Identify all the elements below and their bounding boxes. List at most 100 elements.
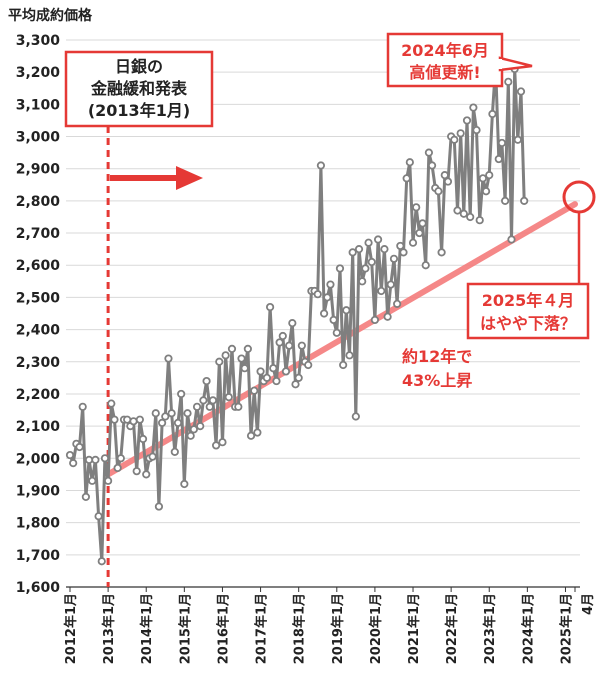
x-tick-label: 2013年1月 [101, 593, 117, 664]
data-point [348, 248, 357, 257]
x-tick-label: 2014年1月 [139, 593, 155, 664]
data-point [262, 373, 272, 382]
y-tick-label: 3,300 [16, 33, 61, 49]
growth-annotation-line1: 約12年で [402, 347, 472, 366]
data-point [167, 409, 176, 418]
data-point [161, 412, 170, 421]
x-tick-label: 2021年1月 [406, 593, 422, 664]
data-point [313, 290, 322, 299]
drop-callout-line1: 2025年４月 [482, 291, 575, 310]
x-tick-label: 2015年1月 [177, 593, 193, 664]
right-arrow [110, 166, 203, 190]
data-point [494, 154, 503, 164]
data-point [339, 360, 348, 370]
data-point [291, 380, 300, 389]
data-point [132, 467, 141, 476]
drop-highlight [562, 180, 596, 284]
data-point [199, 396, 208, 405]
data-point [434, 187, 443, 196]
data-point [329, 315, 338, 325]
data-point [358, 277, 367, 286]
y-tick-label: 1,600 [16, 580, 61, 596]
data-point [218, 438, 227, 447]
data-point [256, 367, 265, 376]
y-tick-label: 2,000 [16, 451, 61, 467]
data-point [462, 116, 472, 125]
data-point [323, 293, 332, 302]
data-point [84, 455, 94, 465]
data-point [364, 238, 373, 247]
x-tick-label: 2020年1月 [368, 593, 384, 664]
data-point [243, 344, 252, 353]
peak-callout: 2024年6月 高値更新! [386, 32, 533, 88]
data-point [507, 235, 516, 244]
data-point [297, 341, 306, 350]
data-point [135, 415, 144, 424]
data-point [466, 212, 475, 222]
data-point [380, 245, 389, 254]
data-point [192, 402, 202, 411]
data-point [475, 216, 484, 225]
data-point [227, 344, 237, 353]
data-point [186, 431, 195, 440]
data-point [94, 512, 103, 521]
y-axis: 1,600 1,700 1,800 1,900 2,000 2,100 2,200 2,300… [16, 33, 61, 596]
data-point [240, 364, 249, 373]
data-point [75, 442, 84, 452]
data-point [437, 248, 446, 257]
data-point [113, 463, 122, 473]
data-point [396, 241, 405, 251]
x-tick-label: 2024年1月 [520, 593, 536, 664]
data-point [250, 386, 259, 395]
x-tick-label: 2017年1月 [254, 593, 270, 664]
data-point [488, 109, 497, 119]
data-point [100, 454, 110, 463]
data-point [177, 389, 186, 399]
data-point [304, 360, 313, 370]
data-point [332, 328, 341, 337]
boj-callout-line1: 日銀の [115, 57, 163, 76]
data-point [421, 261, 430, 270]
data-point [383, 312, 392, 321]
data-point [148, 452, 157, 461]
data-point [221, 351, 230, 360]
data-point [405, 158, 414, 167]
data-point [253, 428, 262, 437]
data-point [129, 417, 138, 426]
data-point [440, 171, 449, 180]
data-point [370, 315, 380, 325]
y-tick-label: 2,900 [16, 162, 61, 178]
data-point [123, 415, 132, 424]
x-tick-label: 2025年1月 [558, 593, 574, 664]
data-point [345, 351, 354, 360]
y-tick-label: 2,100 [16, 419, 61, 435]
data-point [91, 455, 100, 465]
data-point [154, 502, 164, 511]
data-point [208, 396, 218, 405]
data-point [202, 376, 211, 386]
data-point [501, 196, 510, 205]
data-point [386, 280, 395, 289]
y-tick-label: 3,200 [16, 65, 61, 81]
y-tick-label: 2,600 [16, 258, 61, 274]
drop-callout: 2025年４月 はやや下落？ [466, 282, 590, 340]
data-point [65, 450, 75, 460]
data-point [180, 479, 189, 489]
data-point [373, 235, 383, 244]
data-point [142, 470, 151, 479]
y-tick-label: 2,700 [16, 226, 61, 242]
data-point [478, 174, 487, 183]
peak-callout-line2: 高値更新! [409, 63, 480, 82]
data-point [504, 77, 513, 86]
data-point [278, 331, 287, 341]
data-point [158, 418, 167, 427]
data-point [246, 431, 256, 440]
data-point [164, 354, 173, 363]
y-tick-label: 1,800 [16, 516, 61, 532]
data-point [107, 399, 116, 408]
data-point [288, 319, 297, 328]
data-point [69, 459, 78, 468]
data-point [104, 476, 113, 485]
data-point [399, 248, 408, 257]
x-tick-label: 2012年1月 [63, 593, 79, 664]
